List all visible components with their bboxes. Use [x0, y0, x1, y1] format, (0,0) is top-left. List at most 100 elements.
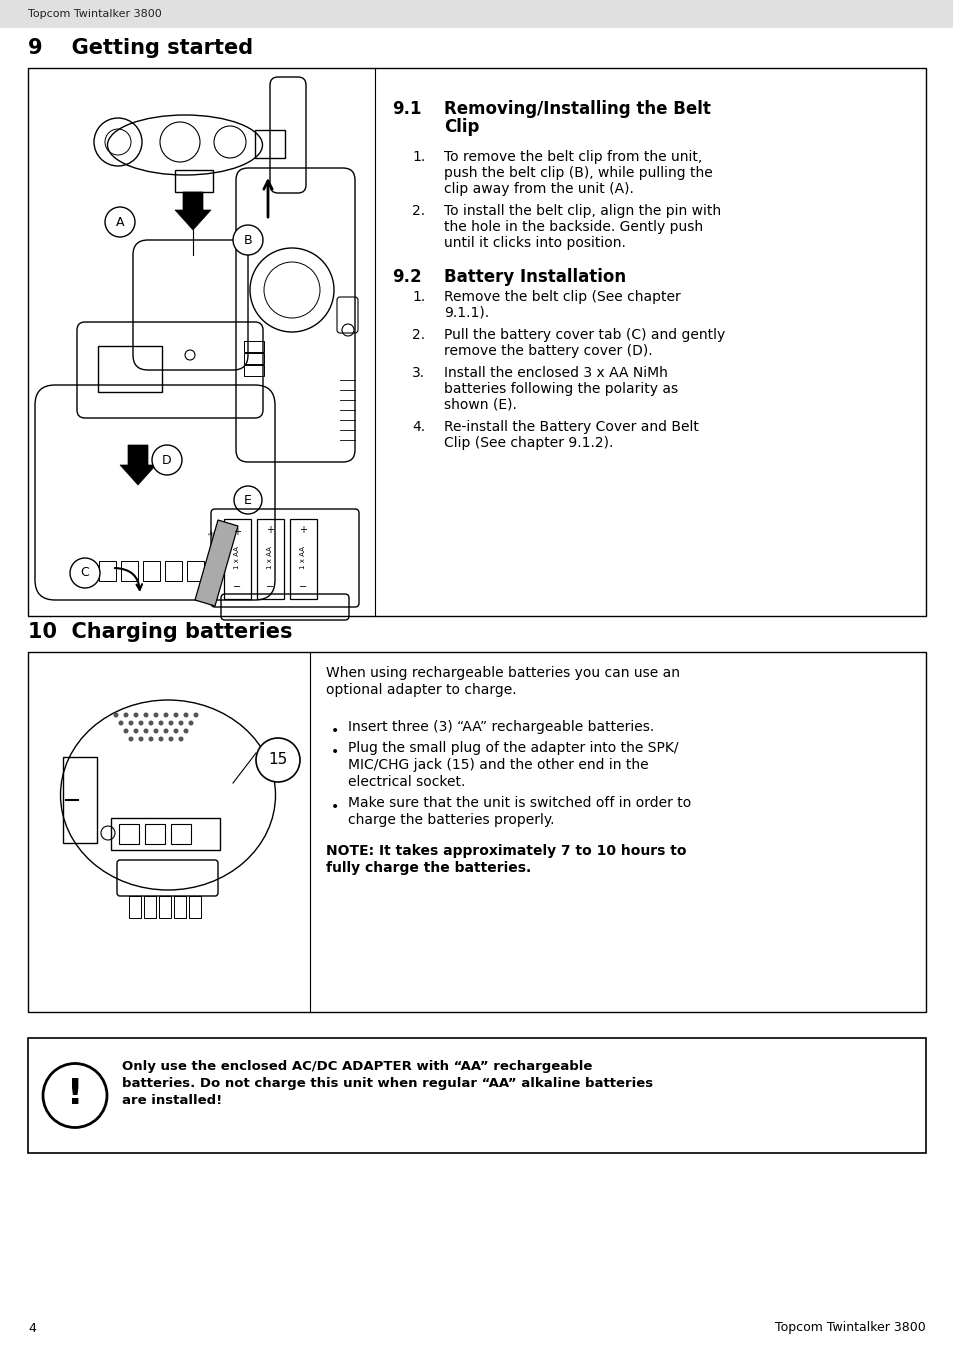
Text: −: −: [266, 582, 274, 593]
Circle shape: [153, 729, 158, 733]
Text: Plug the small plug of the adapter into the SPK/: Plug the small plug of the adapter into …: [348, 741, 678, 755]
Circle shape: [118, 721, 123, 725]
Text: D: D: [162, 454, 172, 467]
Text: Install the enclosed 3 x AA NiMh: Install the enclosed 3 x AA NiMh: [443, 366, 667, 379]
Text: !: !: [67, 1076, 83, 1111]
Text: batteries. Do not charge this unit when regular “AA” alkaline batteries: batteries. Do not charge this unit when …: [122, 1077, 653, 1089]
Text: 1.: 1.: [412, 290, 425, 304]
FancyBboxPatch shape: [0, 0, 953, 28]
Text: 10  Charging batteries: 10 Charging batteries: [28, 622, 293, 643]
Text: +: +: [233, 526, 241, 537]
Text: shown (E).: shown (E).: [443, 398, 517, 412]
Text: fully charge the batteries.: fully charge the batteries.: [326, 861, 531, 875]
Circle shape: [105, 207, 135, 238]
Circle shape: [152, 446, 182, 475]
Text: Battery Installation: Battery Installation: [443, 269, 625, 286]
Circle shape: [183, 729, 189, 733]
Text: Removing/Installing the Belt: Removing/Installing the Belt: [443, 100, 710, 117]
Text: 15: 15: [268, 752, 287, 768]
Circle shape: [149, 721, 153, 725]
Text: NOTE: It takes approximately 7 to 10 hours to: NOTE: It takes approximately 7 to 10 hou…: [326, 844, 686, 859]
Text: C: C: [81, 567, 90, 579]
Text: clip away from the unit (A).: clip away from the unit (A).: [443, 182, 633, 196]
Text: •: •: [331, 724, 339, 738]
Circle shape: [255, 738, 299, 782]
Text: To install the belt clip, align the pin with: To install the belt clip, align the pin …: [443, 204, 720, 217]
Circle shape: [173, 713, 178, 717]
Text: MIC/CHG jack (15) and the other end in the: MIC/CHG jack (15) and the other end in t…: [348, 757, 648, 772]
Text: 2.: 2.: [412, 328, 425, 342]
Circle shape: [173, 729, 178, 733]
Text: electrical socket.: electrical socket.: [348, 775, 465, 788]
Text: until it clicks into position.: until it clicks into position.: [443, 236, 625, 250]
Circle shape: [123, 729, 129, 733]
Text: 1 x AA: 1 x AA: [233, 547, 240, 570]
Text: Clip (See chapter 9.1.2).: Clip (See chapter 9.1.2).: [443, 436, 613, 450]
Text: +: +: [266, 525, 274, 535]
Text: Clip: Clip: [443, 117, 478, 136]
Text: Topcom Twintalker 3800: Topcom Twintalker 3800: [775, 1322, 925, 1335]
Text: Remove the belt clip (See chapter: Remove the belt clip (See chapter: [443, 290, 680, 304]
Text: Only use the enclosed AC/DC ADAPTER with “AA” rechargeable: Only use the enclosed AC/DC ADAPTER with…: [122, 1060, 592, 1073]
Circle shape: [178, 721, 183, 725]
Text: batteries following the polarity as: batteries following the polarity as: [443, 382, 678, 396]
Text: −: −: [233, 582, 241, 593]
Text: +: +: [298, 525, 307, 535]
Circle shape: [158, 737, 163, 741]
Circle shape: [233, 486, 262, 514]
Text: push the belt clip (B), while pulling the: push the belt clip (B), while pulling th…: [443, 166, 712, 180]
Text: −: −: [298, 582, 307, 593]
Polygon shape: [120, 446, 156, 485]
Circle shape: [113, 713, 118, 717]
Circle shape: [129, 721, 133, 725]
Circle shape: [163, 729, 169, 733]
Text: •: •: [331, 801, 339, 814]
Text: Topcom Twintalker 3800: Topcom Twintalker 3800: [28, 9, 162, 19]
Text: 1 x AA: 1 x AA: [299, 547, 306, 570]
Text: E: E: [244, 494, 252, 506]
Text: •: •: [331, 745, 339, 759]
Text: 2.: 2.: [412, 204, 425, 217]
Circle shape: [138, 737, 143, 741]
FancyBboxPatch shape: [28, 1038, 925, 1153]
Circle shape: [133, 729, 138, 733]
Circle shape: [193, 713, 198, 717]
Text: To remove the belt clip from the unit,: To remove the belt clip from the unit,: [443, 150, 701, 163]
Text: charge the batteries properly.: charge the batteries properly.: [348, 813, 554, 828]
Circle shape: [158, 721, 163, 725]
Polygon shape: [174, 192, 211, 230]
Circle shape: [189, 721, 193, 725]
Circle shape: [169, 737, 173, 741]
Text: 9    Getting started: 9 Getting started: [28, 38, 253, 58]
Text: When using rechargeable batteries you can use an: When using rechargeable batteries you ca…: [326, 666, 679, 680]
Circle shape: [123, 713, 129, 717]
Circle shape: [133, 713, 138, 717]
Text: 3.: 3.: [412, 366, 425, 379]
Text: 9.1.1).: 9.1.1).: [443, 306, 489, 320]
Text: +: +: [203, 528, 214, 539]
Circle shape: [233, 225, 263, 255]
Polygon shape: [194, 520, 237, 606]
Text: 4: 4: [28, 1322, 36, 1335]
Text: optional adapter to charge.: optional adapter to charge.: [326, 683, 517, 697]
Circle shape: [153, 713, 158, 717]
Text: remove the battery cover (D).: remove the battery cover (D).: [443, 344, 652, 358]
Text: 9.1: 9.1: [392, 100, 421, 117]
Text: the hole in the backside. Gently push: the hole in the backside. Gently push: [443, 220, 702, 234]
Text: 1.: 1.: [412, 150, 425, 163]
Text: Pull the battery cover tab (C) and gently: Pull the battery cover tab (C) and gentl…: [443, 328, 724, 342]
Text: are installed!: are installed!: [122, 1094, 222, 1107]
FancyBboxPatch shape: [28, 652, 925, 1012]
Circle shape: [70, 558, 100, 589]
Circle shape: [143, 713, 149, 717]
Text: Make sure that the unit is switched off in order to: Make sure that the unit is switched off …: [348, 796, 691, 810]
Text: A: A: [115, 216, 124, 228]
Circle shape: [183, 713, 189, 717]
Text: B: B: [243, 234, 252, 247]
Text: 4.: 4.: [412, 420, 425, 433]
Text: 1 x AA: 1 x AA: [267, 547, 273, 570]
Circle shape: [169, 721, 173, 725]
Circle shape: [43, 1064, 107, 1127]
Circle shape: [178, 737, 183, 741]
Circle shape: [143, 729, 149, 733]
